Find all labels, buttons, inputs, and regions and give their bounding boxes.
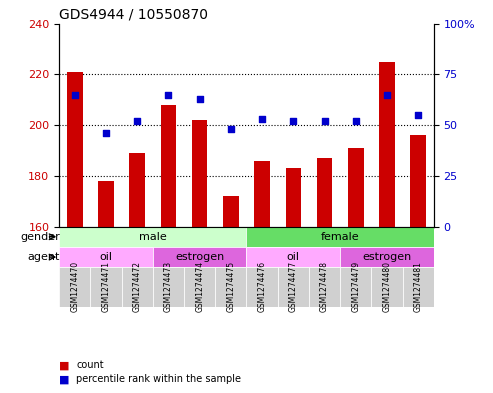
Bar [98,181,114,227]
Text: GSM1274480: GSM1274480 [383,261,391,312]
Point [383,92,391,98]
Text: female: female [321,232,359,242]
Point [289,118,297,124]
Bar [285,168,301,227]
Point [165,92,173,98]
FancyBboxPatch shape [59,247,153,267]
Text: male: male [139,232,167,242]
Text: GSM1274477: GSM1274477 [289,261,298,312]
Point [102,130,110,136]
FancyBboxPatch shape [122,267,153,307]
Text: GSM1274471: GSM1274471 [102,261,110,312]
Bar [67,72,83,227]
Text: GSM1274479: GSM1274479 [352,261,360,312]
Text: GSM1274472: GSM1274472 [133,261,141,312]
FancyBboxPatch shape [278,267,309,307]
Text: GSM1274475: GSM1274475 [226,261,235,312]
Bar [223,196,239,227]
Text: GDS4944 / 10550870: GDS4944 / 10550870 [59,7,208,21]
Text: GSM1274476: GSM1274476 [258,261,267,312]
Point [320,118,328,124]
Point [352,118,360,124]
Text: GSM1274474: GSM1274474 [195,261,204,312]
Text: GSM1274481: GSM1274481 [414,261,423,312]
FancyBboxPatch shape [403,267,434,307]
Text: count: count [76,360,104,371]
Text: GSM1274478: GSM1274478 [320,261,329,312]
FancyBboxPatch shape [153,267,184,307]
Point [133,118,141,124]
FancyBboxPatch shape [246,267,278,307]
Text: estrogen: estrogen [362,252,412,262]
Text: ■: ■ [59,360,70,371]
Bar [129,153,145,227]
FancyBboxPatch shape [59,267,90,307]
Text: oil: oil [100,252,112,262]
Bar [192,120,208,227]
FancyBboxPatch shape [59,227,246,247]
Text: estrogen: estrogen [175,252,224,262]
FancyBboxPatch shape [340,247,434,267]
Bar [410,135,426,227]
Point [196,95,204,102]
FancyBboxPatch shape [215,267,246,307]
Text: percentile rank within the sample: percentile rank within the sample [76,374,242,384]
Text: agent: agent [28,252,60,262]
Point [71,92,79,98]
FancyBboxPatch shape [246,227,434,247]
FancyBboxPatch shape [309,267,340,307]
Point [258,116,266,122]
Text: GSM1274470: GSM1274470 [70,261,79,312]
FancyBboxPatch shape [184,267,215,307]
Bar [161,105,176,227]
Bar [254,161,270,227]
Bar [317,158,332,227]
Point [414,112,422,118]
FancyBboxPatch shape [246,247,340,267]
Text: GSM1274473: GSM1274473 [164,261,173,312]
Text: oil: oil [287,252,300,262]
FancyBboxPatch shape [90,267,122,307]
Point [227,126,235,132]
Text: ■: ■ [59,374,70,384]
Bar [379,62,395,227]
Bar [348,148,363,227]
FancyBboxPatch shape [371,267,403,307]
Text: gender: gender [20,232,60,242]
FancyBboxPatch shape [340,267,371,307]
FancyBboxPatch shape [153,247,246,267]
